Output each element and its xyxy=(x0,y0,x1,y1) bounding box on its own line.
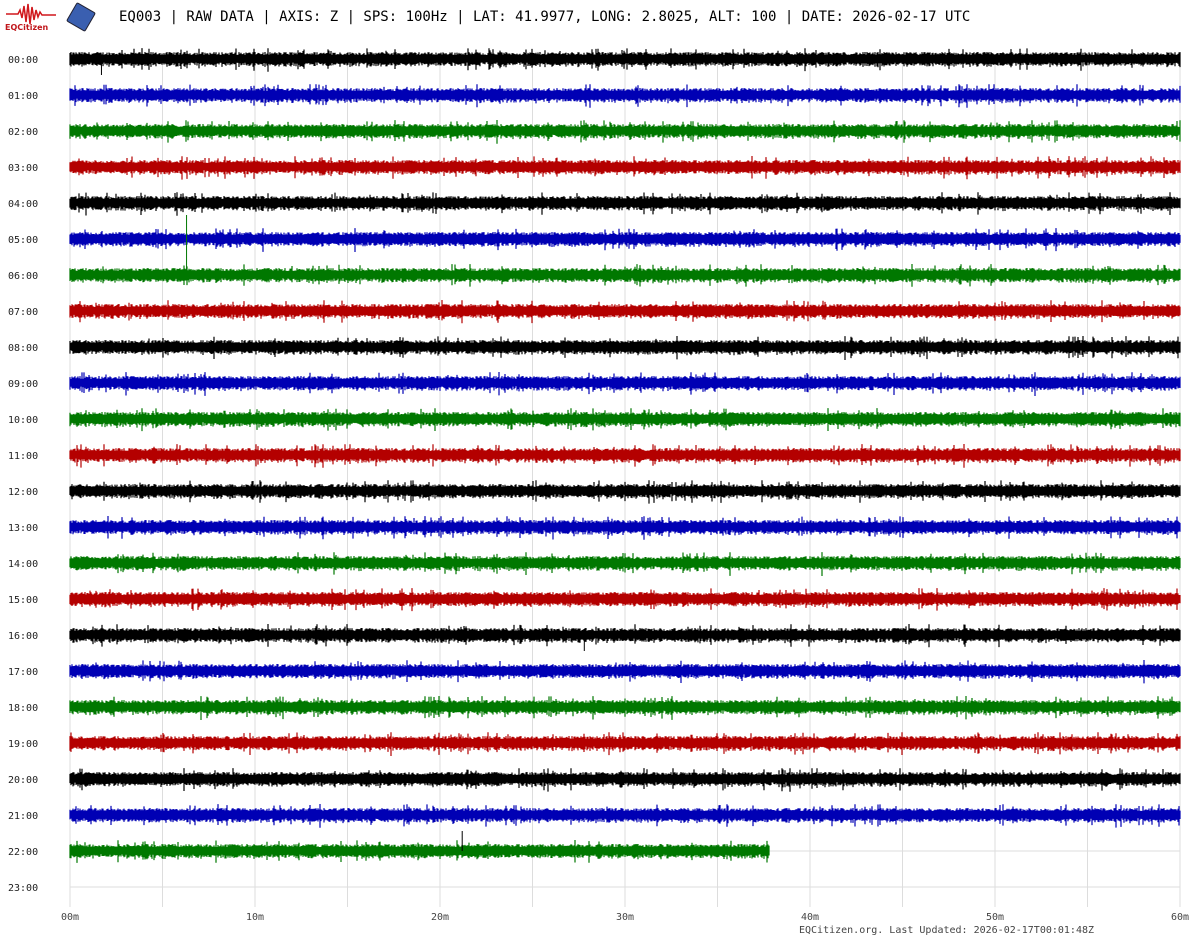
row-label: 02:00 xyxy=(8,127,38,138)
row-label: 05:00 xyxy=(8,235,38,246)
row-label: 17:00 xyxy=(8,667,38,678)
row-label: 12:00 xyxy=(8,487,38,498)
trace-row-1100 xyxy=(69,444,1181,468)
row-label: 07:00 xyxy=(8,307,38,318)
trace-row-1000 xyxy=(69,408,1181,432)
trace-row-1300 xyxy=(69,516,1181,540)
row-label: 10:00 xyxy=(8,415,38,426)
trace-row-1400 xyxy=(69,552,1181,576)
trace-row-1500 xyxy=(69,588,1181,612)
trace-row-0600 xyxy=(69,264,1181,287)
x-tick-label: 10m xyxy=(246,912,264,923)
x-tick-label: 30m xyxy=(616,912,634,923)
row-label: 00:00 xyxy=(8,55,38,66)
trace-row-0300 xyxy=(69,156,1181,180)
row-label: 03:00 xyxy=(8,163,38,174)
x-tick-label: 40m xyxy=(801,912,819,923)
row-label: 23:00 xyxy=(8,883,38,894)
last-updated: EQCitizen.org. Last Updated: 2026-02-17T… xyxy=(799,925,1095,936)
row-label: 20:00 xyxy=(8,775,38,786)
trace-row-1200 xyxy=(69,480,1181,504)
row-label: 13:00 xyxy=(8,523,38,534)
trace-row-0900 xyxy=(69,372,1181,396)
x-tick-label: 20m xyxy=(431,912,449,923)
page-title: EQ003 | RAW DATA | AXIS: Z | SPS: 100Hz … xyxy=(119,9,971,25)
row-label: 16:00 xyxy=(8,631,38,642)
trace-row-2100 xyxy=(69,804,1181,828)
trace-row-1600 xyxy=(69,624,1181,648)
row-label: 06:00 xyxy=(8,271,38,282)
trace-row-0500 xyxy=(69,228,1181,252)
trace-row-0700 xyxy=(69,300,1181,324)
row-label: 18:00 xyxy=(8,703,38,714)
trace-row-2200 xyxy=(69,840,770,863)
row-label: 08:00 xyxy=(8,343,38,354)
trace-row-0800 xyxy=(69,336,1181,360)
trace-row-0000 xyxy=(69,48,1181,72)
trace-row-0200 xyxy=(69,120,1181,144)
trace-row-1700 xyxy=(69,660,1181,684)
trace-row-0100 xyxy=(69,84,1181,108)
x-tick-label: 00m xyxy=(61,912,79,923)
trace-row-0400 xyxy=(69,192,1181,216)
x-tick-label: 60m xyxy=(1171,912,1189,923)
seismic-wave-logo-icon xyxy=(6,3,56,25)
row-label: 19:00 xyxy=(8,739,38,750)
trace-row-1800 xyxy=(69,696,1181,720)
x-tick-label: 50m xyxy=(986,912,1004,923)
row-label: 14:00 xyxy=(8,559,38,570)
row-label: 01:00 xyxy=(8,91,38,102)
trace-row-1900 xyxy=(69,732,1181,756)
row-label: 04:00 xyxy=(8,199,38,210)
row-label: 11:00 xyxy=(8,451,38,462)
trace-row-2000 xyxy=(69,768,1181,792)
logo-text: EQCitizen xyxy=(5,23,49,32)
row-label: 15:00 xyxy=(8,595,38,606)
row-label: 22:00 xyxy=(8,847,38,858)
row-label: 09:00 xyxy=(8,379,38,390)
row-label: 21:00 xyxy=(8,811,38,822)
eqcitizen-logo xyxy=(4,2,58,34)
